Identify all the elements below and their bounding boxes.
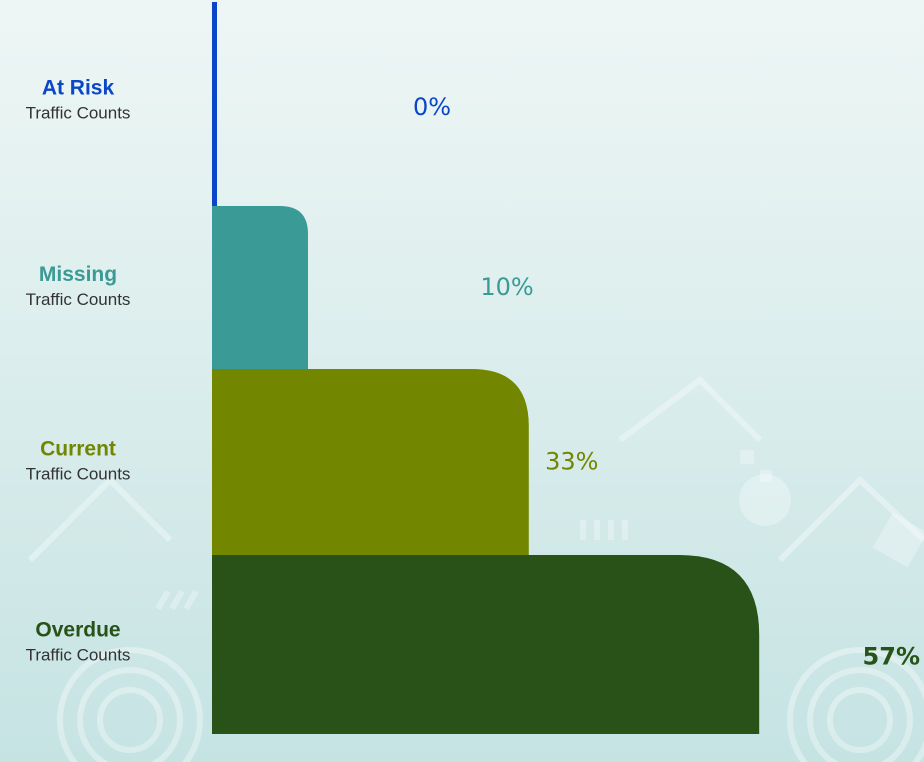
category-label-current: Current [40,438,116,461]
category-label-overdue: Overdue [35,619,120,642]
category-sublabel-missing: Traffic Counts [26,290,131,309]
category-labels-group: At Risk Traffic Counts Missing Traffic Coun… [26,77,131,665]
bar-current [212,369,529,558]
category-sublabel-current: Traffic Counts [26,465,131,484]
bar-overdue [212,555,760,734]
bar-at-risk [212,2,217,207]
value-labels-group: 0% 10% 33% 57% [413,93,920,671]
category-label-at-risk: At Risk [42,77,115,100]
value-label-at-risk: 0% [413,93,451,121]
bars-group [212,2,760,734]
value-label-missing: 10% [480,273,533,301]
category-sublabel-at-risk: Traffic Counts [26,104,131,123]
bar-missing [212,206,308,372]
value-label-current: 33% [545,448,598,476]
value-label-overdue: 57% [863,643,920,671]
category-sublabel-overdue: Traffic Counts [26,646,131,665]
category-label-missing: Missing [39,263,117,286]
